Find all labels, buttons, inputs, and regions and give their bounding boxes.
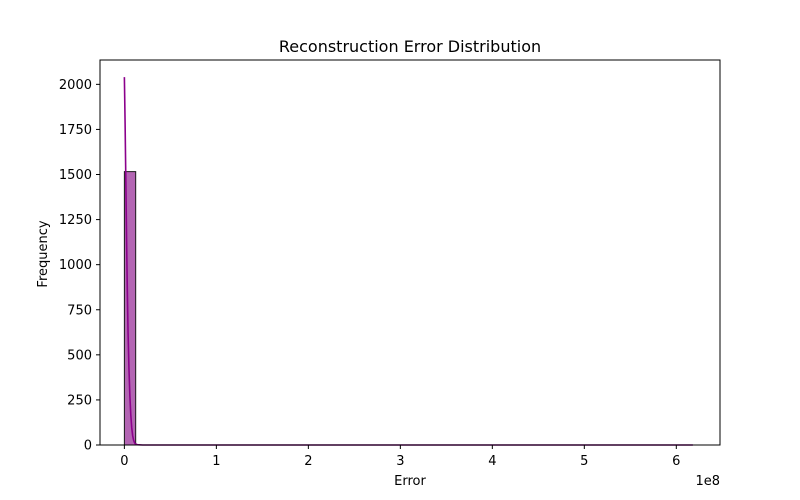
y-axis-label: Frequency <box>36 220 51 287</box>
y-tick-label: 250 <box>67 393 92 408</box>
x-tick-label: 1 <box>212 454 220 469</box>
y-tick-label: 1750 <box>59 123 92 138</box>
x-tick-label: 2 <box>304 454 312 469</box>
y-tick-label: 1500 <box>59 168 92 183</box>
x-tick-label: 6 <box>672 454 680 469</box>
y-tick-label: 500 <box>67 348 92 363</box>
chart-title: Reconstruction Error Distribution <box>279 37 541 56</box>
axes-frame <box>99 59 721 446</box>
y-tick-label: 1000 <box>59 258 92 273</box>
x-axis-ticks: 0 1 2 3 4 5 6 <box>120 445 680 469</box>
x-axis-label: Error <box>394 474 426 489</box>
y-tick-label: 2000 <box>59 78 92 93</box>
y-tick-label: 0 <box>84 439 92 454</box>
x-axis-offset-text: 1e8 <box>695 474 720 489</box>
y-axis-ticks: 0 250 500 750 1000 1250 1500 1750 2000 <box>59 78 100 454</box>
y-tick-label: 1250 <box>59 213 92 228</box>
x-tick-label: 0 <box>120 454 128 469</box>
x-tick-label: 4 <box>488 454 496 469</box>
x-tick-label: 3 <box>396 454 404 469</box>
x-tick-label: 5 <box>580 454 588 469</box>
y-tick-label: 750 <box>67 303 92 318</box>
